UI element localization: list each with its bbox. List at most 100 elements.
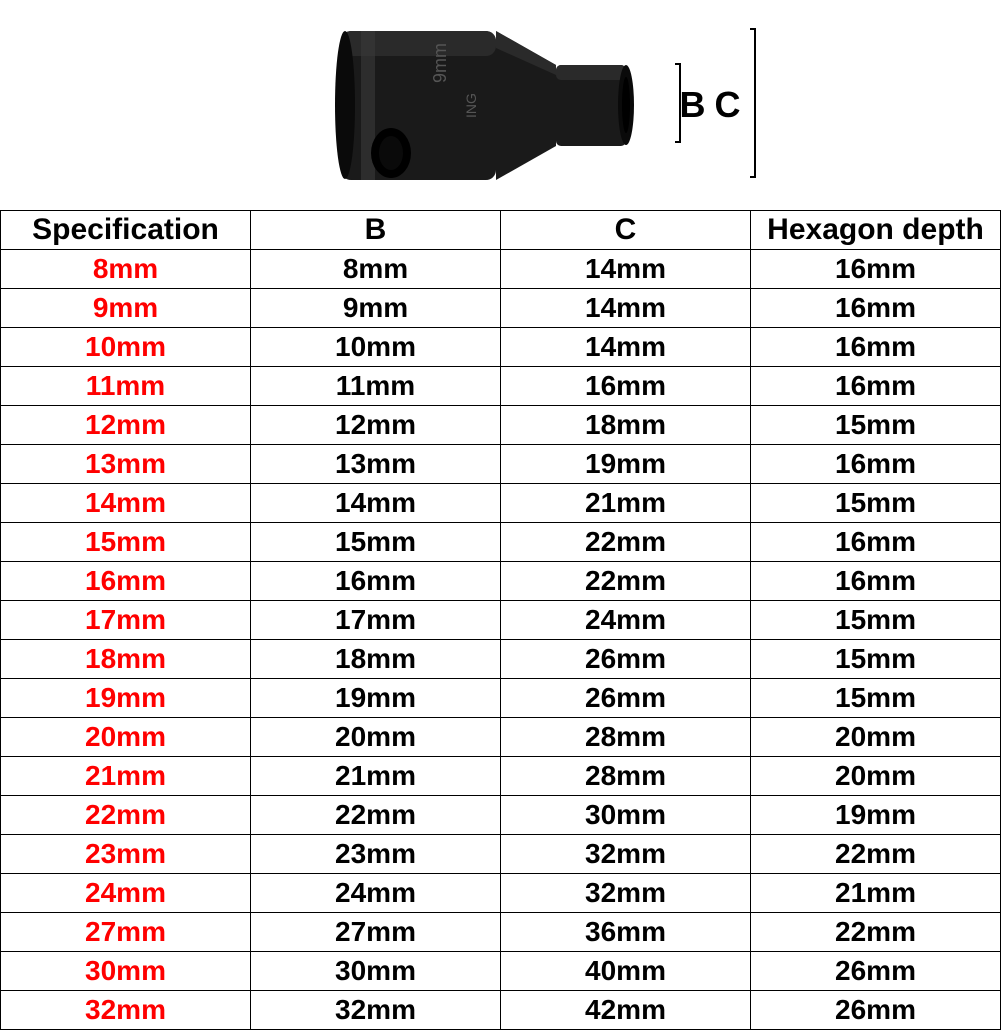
table-row: 8mm8mm14mm16mm <box>1 250 1001 289</box>
value-cell: 16mm <box>751 250 1001 289</box>
value-cell: 23mm <box>251 835 501 874</box>
table-row: 13mm13mm19mm16mm <box>1 445 1001 484</box>
value-cell: 17mm <box>251 601 501 640</box>
value-cell: 27mm <box>251 913 501 952</box>
dimension-label-c: C <box>715 84 741 126</box>
table-row: 11mm11mm16mm16mm <box>1 367 1001 406</box>
spec-cell: 18mm <box>1 640 251 679</box>
value-cell: 18mm <box>501 406 751 445</box>
value-cell: 15mm <box>751 679 1001 718</box>
value-cell: 26mm <box>751 952 1001 991</box>
col-header-hexagon-depth: Hexagon depth <box>751 211 1001 250</box>
value-cell: 16mm <box>251 562 501 601</box>
value-cell: 20mm <box>751 718 1001 757</box>
value-cell: 13mm <box>251 445 501 484</box>
value-cell: 24mm <box>501 601 751 640</box>
spec-cell: 20mm <box>1 718 251 757</box>
table-row: 27mm27mm36mm22mm <box>1 913 1001 952</box>
spec-cell: 13mm <box>1 445 251 484</box>
value-cell: 12mm <box>251 406 501 445</box>
spec-cell: 11mm <box>1 367 251 406</box>
table-row: 20mm20mm28mm20mm <box>1 718 1001 757</box>
value-cell: 28mm <box>501 718 751 757</box>
value-cell: 18mm <box>251 640 501 679</box>
svg-text:ING: ING <box>463 93 479 118</box>
value-cell: 16mm <box>751 562 1001 601</box>
value-cell: 22mm <box>751 913 1001 952</box>
value-cell: 19mm <box>501 445 751 484</box>
table-row: 23mm23mm32mm22mm <box>1 835 1001 874</box>
spec-cell: 27mm <box>1 913 251 952</box>
value-cell: 14mm <box>501 250 751 289</box>
spec-cell: 30mm <box>1 952 251 991</box>
value-cell: 19mm <box>751 796 1001 835</box>
spec-cell: 8mm <box>1 250 251 289</box>
value-cell: 19mm <box>251 679 501 718</box>
value-cell: 10mm <box>251 328 501 367</box>
product-diagram-area: 9mm ING B C <box>0 0 1001 210</box>
svg-text:9mm: 9mm <box>430 43 450 83</box>
table-row: 19mm19mm26mm15mm <box>1 679 1001 718</box>
value-cell: 22mm <box>501 523 751 562</box>
value-cell: 22mm <box>501 562 751 601</box>
table-row: 24mm24mm32mm21mm <box>1 874 1001 913</box>
value-cell: 26mm <box>751 991 1001 1030</box>
value-cell: 11mm <box>251 367 501 406</box>
value-cell: 42mm <box>501 991 751 1030</box>
value-cell: 36mm <box>501 913 751 952</box>
spec-cell: 15mm <box>1 523 251 562</box>
dimension-label-b: B <box>680 84 706 126</box>
value-cell: 32mm <box>501 874 751 913</box>
spec-cell: 32mm <box>1 991 251 1030</box>
value-cell: 16mm <box>751 523 1001 562</box>
table-row: 12mm12mm18mm15mm <box>1 406 1001 445</box>
col-header-specification: Specification <box>1 211 251 250</box>
spec-cell: 16mm <box>1 562 251 601</box>
value-cell: 21mm <box>501 484 751 523</box>
table-row: 30mm30mm40mm26mm <box>1 952 1001 991</box>
spec-cell: 10mm <box>1 328 251 367</box>
value-cell: 21mm <box>751 874 1001 913</box>
specification-table: Specification B C Hexagon depth 8mm8mm14… <box>0 210 1001 1030</box>
value-cell: 15mm <box>251 523 501 562</box>
value-cell: 32mm <box>251 991 501 1030</box>
value-cell: 22mm <box>751 835 1001 874</box>
value-cell: 21mm <box>251 757 501 796</box>
value-cell: 20mm <box>251 718 501 757</box>
table-row: 14mm14mm21mm15mm <box>1 484 1001 523</box>
value-cell: 9mm <box>251 289 501 328</box>
spec-cell: 17mm <box>1 601 251 640</box>
value-cell: 24mm <box>251 874 501 913</box>
socket-illustration: 9mm ING B C <box>331 23 671 188</box>
value-cell: 15mm <box>751 601 1001 640</box>
spec-cell: 19mm <box>1 679 251 718</box>
table-row: 18mm18mm26mm15mm <box>1 640 1001 679</box>
value-cell: 14mm <box>251 484 501 523</box>
value-cell: 30mm <box>501 796 751 835</box>
spec-cell: 9mm <box>1 289 251 328</box>
value-cell: 16mm <box>751 289 1001 328</box>
col-header-c: C <box>501 211 751 250</box>
spec-cell: 22mm <box>1 796 251 835</box>
value-cell: 16mm <box>501 367 751 406</box>
table-row: 15mm15mm22mm16mm <box>1 523 1001 562</box>
table-row: 32mm32mm42mm26mm <box>1 991 1001 1030</box>
value-cell: 15mm <box>751 484 1001 523</box>
value-cell: 8mm <box>251 250 501 289</box>
col-header-b: B <box>251 211 501 250</box>
value-cell: 20mm <box>751 757 1001 796</box>
value-cell: 28mm <box>501 757 751 796</box>
value-cell: 15mm <box>751 406 1001 445</box>
value-cell: 16mm <box>751 445 1001 484</box>
table-row: 16mm16mm22mm16mm <box>1 562 1001 601</box>
spec-cell: 21mm <box>1 757 251 796</box>
table-row: 22mm22mm30mm19mm <box>1 796 1001 835</box>
dimension-bracket-c <box>750 28 756 178</box>
table-row: 17mm17mm24mm15mm <box>1 601 1001 640</box>
value-cell: 26mm <box>501 679 751 718</box>
table-row: 21mm21mm28mm20mm <box>1 757 1001 796</box>
socket-icon: 9mm ING <box>331 23 671 188</box>
spec-cell: 24mm <box>1 874 251 913</box>
value-cell: 14mm <box>501 289 751 328</box>
spec-cell: 12mm <box>1 406 251 445</box>
